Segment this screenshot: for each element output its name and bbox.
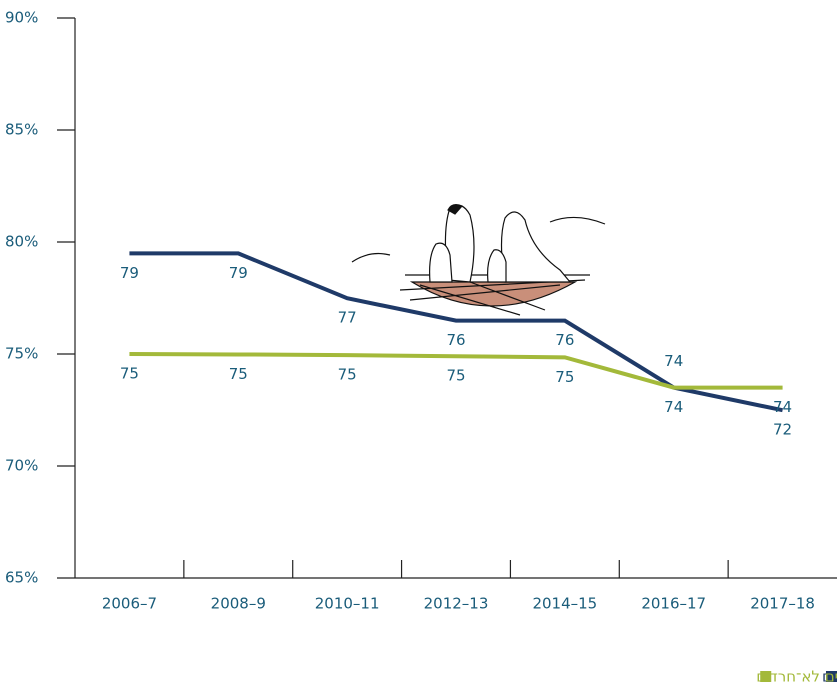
data-label: 72 <box>773 421 792 439</box>
y-tick-label: 65% <box>5 569 38 587</box>
x-tick-label: 2012–13 <box>424 595 489 613</box>
data-label: 79 <box>120 264 139 282</box>
data-label: 74 <box>773 398 792 416</box>
y-tick-label: 70% <box>5 457 38 475</box>
x-tick-label: 2016–17 <box>641 595 706 613</box>
legend-label: יהודים לא־חרדים <box>756 668 837 686</box>
data-label: 75 <box>229 365 248 383</box>
nest-illustration <box>351 204 606 316</box>
legend-swatch <box>826 671 837 682</box>
data-label: 79 <box>229 264 248 282</box>
y-tick-label: 80% <box>5 233 38 251</box>
y-tick-label: 75% <box>5 345 38 363</box>
y-tick-label: 90% <box>5 9 38 27</box>
data-label: 76 <box>555 331 574 349</box>
data-label: 75 <box>338 366 357 384</box>
legend-label: חרדים <box>822 668 837 686</box>
data-label: 75 <box>120 365 139 383</box>
data-label: 74 <box>664 352 683 370</box>
legend-swatch <box>760 671 772 682</box>
x-tick-label: 2006–7 <box>102 595 157 613</box>
data-label: 77 <box>338 309 357 327</box>
x-tick-label: 2010–11 <box>315 595 380 613</box>
data-label: 75 <box>446 367 465 385</box>
series-line <box>129 352 783 390</box>
data-label: 74 <box>664 398 683 416</box>
x-tick-label: 2008–9 <box>211 595 266 613</box>
data-label: 75 <box>555 368 574 386</box>
data-label: 76 <box>446 331 465 349</box>
x-tick-label: 2017–18 <box>750 595 815 613</box>
y-tick-label: 85% <box>5 121 38 139</box>
x-tick-label: 2014–15 <box>532 595 597 613</box>
